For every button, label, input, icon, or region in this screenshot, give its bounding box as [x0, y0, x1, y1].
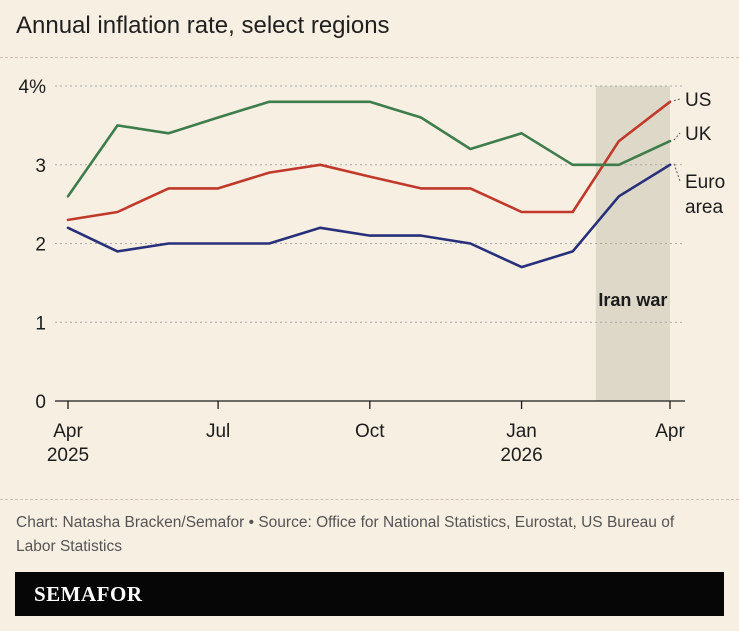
inflation-line-chart: Iran war 0 1 2 3 4% Apr 2025 Jul Oct Jan 2026 Apr US U…: [19, 77, 726, 466]
series-line-euro-area: [66, 163, 672, 269]
x-tick-label: Jan: [506, 421, 537, 442]
series-label-euro-area: area: [685, 197, 723, 218]
y-tick-label: 0: [35, 392, 46, 413]
x-tick-label: Apr: [53, 421, 83, 442]
series-leader-us: [673, 98, 681, 102]
x-tick-year-label: 2025: [47, 445, 89, 466]
brand-logo: SEMAFOR: [34, 582, 143, 606]
series-label-euro-area: Euro: [685, 172, 725, 193]
source-caption: Chart: Natasha Bracken/Semafor • Source:…: [16, 514, 675, 555]
y-tick-label: 3: [35, 156, 46, 177]
y-tick-label: 2: [35, 235, 46, 256]
series-label-uk: UK: [685, 124, 712, 145]
series-label-us: US: [685, 90, 711, 111]
x-tick-label: Jul: [206, 421, 230, 442]
series-line-us: [66, 100, 672, 222]
bottom-divider: [0, 499, 739, 500]
shaded-period-label: Iran war: [598, 290, 667, 310]
series-line-uk: [66, 100, 672, 198]
chart-title: Annual inflation rate, select regions: [16, 12, 390, 39]
y-tick-label: 1: [35, 313, 46, 334]
shaded-period-band: [595, 86, 670, 401]
x-tick-label: Apr: [655, 421, 685, 442]
x-tick-year-label: 2026: [500, 445, 542, 466]
series-leader-euro-area: [673, 163, 681, 182]
series-leader-uk: [673, 132, 681, 141]
brand-bar: SEMAFOR: [15, 572, 724, 616]
x-tick-label: Oct: [355, 421, 385, 442]
y-tick-label: 4%: [19, 77, 47, 98]
top-divider: [0, 57, 739, 58]
